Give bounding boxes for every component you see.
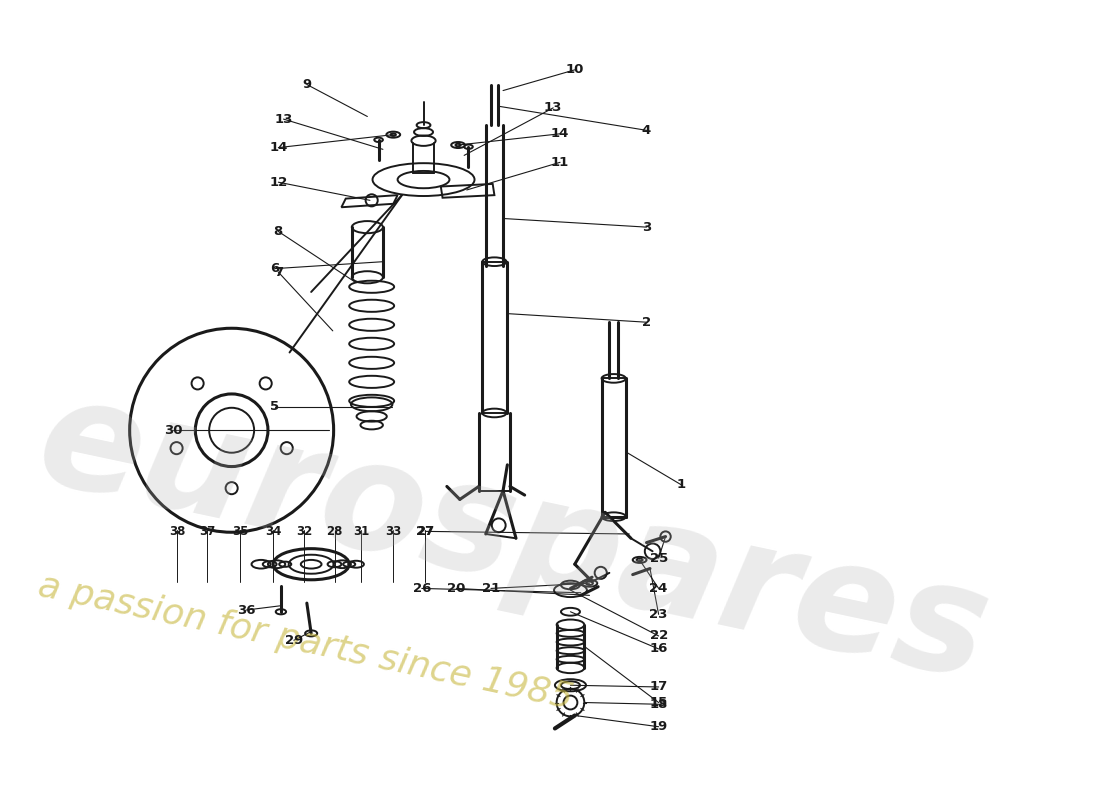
Text: 25: 25: [649, 552, 668, 565]
Text: 37: 37: [199, 525, 216, 538]
Text: 32: 32: [296, 525, 312, 538]
Text: 23: 23: [649, 608, 668, 621]
Text: 19: 19: [649, 720, 668, 734]
Text: 35: 35: [232, 525, 249, 538]
Text: 1: 1: [676, 478, 685, 491]
Text: 24: 24: [649, 582, 668, 595]
Text: 30: 30: [164, 424, 183, 437]
Text: eurospares: eurospares: [26, 365, 1002, 711]
Text: 13: 13: [274, 113, 293, 126]
Text: 7: 7: [274, 266, 283, 278]
Text: 18: 18: [649, 698, 668, 710]
Text: 22: 22: [649, 630, 668, 642]
Text: 26: 26: [412, 582, 431, 595]
Text: 6: 6: [271, 262, 279, 275]
Text: 12: 12: [270, 176, 287, 189]
Text: 14: 14: [551, 127, 570, 140]
Text: 16: 16: [649, 642, 668, 655]
Text: 10: 10: [565, 63, 584, 76]
Text: 27: 27: [416, 525, 434, 538]
Text: 33: 33: [385, 525, 402, 538]
Text: 38: 38: [169, 525, 186, 538]
Text: a passion for parts since 1985: a passion for parts since 1985: [34, 569, 575, 715]
Text: 36: 36: [238, 603, 255, 617]
Text: 5: 5: [271, 401, 279, 414]
Text: 3: 3: [642, 221, 651, 234]
Text: 13: 13: [544, 102, 562, 114]
Text: 27: 27: [417, 525, 433, 538]
Text: 9: 9: [302, 78, 311, 91]
Text: 4: 4: [642, 124, 651, 137]
Text: 31: 31: [353, 525, 370, 538]
Text: 14: 14: [270, 141, 287, 154]
Text: 11: 11: [551, 156, 569, 169]
Text: 17: 17: [649, 681, 668, 694]
Text: 28: 28: [327, 525, 343, 538]
Text: 2: 2: [642, 316, 651, 329]
Text: 21: 21: [482, 582, 500, 595]
Text: 20: 20: [448, 582, 465, 595]
Text: 29: 29: [285, 634, 303, 646]
Text: 8: 8: [274, 225, 283, 238]
Text: 34: 34: [265, 525, 282, 538]
Text: 15: 15: [649, 696, 668, 709]
